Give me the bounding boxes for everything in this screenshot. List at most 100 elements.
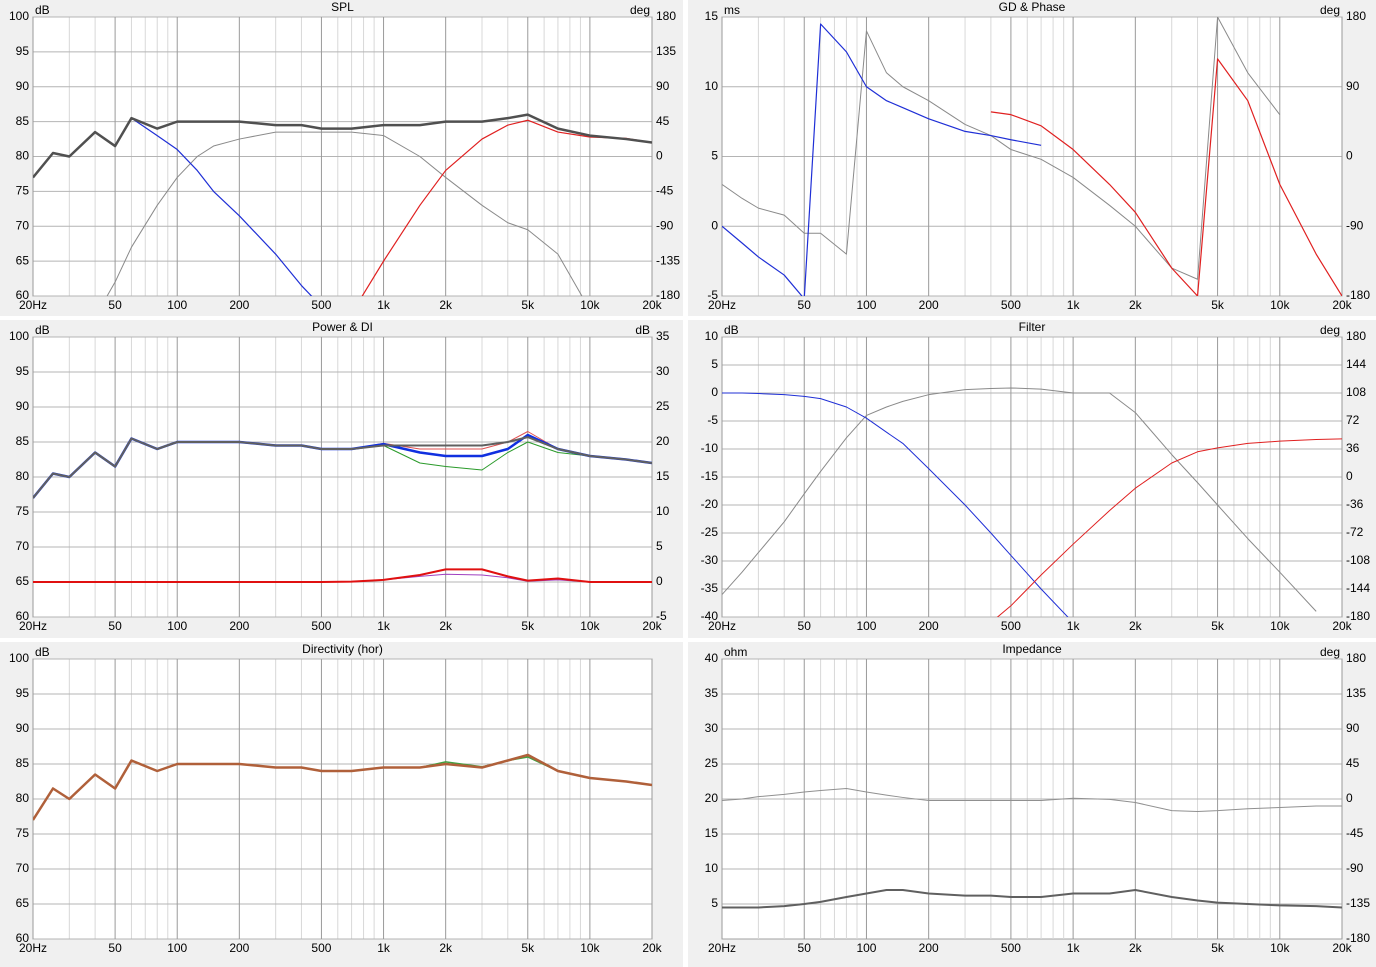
- curve: [722, 23, 1042, 296]
- y2-tick-label: -135: [656, 253, 680, 267]
- curve: [722, 788, 1342, 812]
- y2-tick-label: 180: [656, 9, 676, 23]
- y-tick-label: 90: [16, 399, 30, 413]
- y2-tick-label: 0: [1346, 791, 1353, 805]
- plot-lines: [722, 387, 1342, 617]
- x-tick-label: 20Hz: [19, 298, 47, 312]
- chart-title: Impedance: [1002, 642, 1062, 656]
- x-tick-label: 1k: [377, 298, 391, 312]
- y-tick-label: 70: [16, 861, 30, 875]
- y-tick-label: 0: [711, 385, 718, 399]
- x-tick-label: 100: [167, 298, 187, 312]
- y2-tick-label: 180: [1346, 329, 1366, 343]
- x-tick-label: 50: [108, 298, 122, 312]
- y-tick-label: -30: [701, 553, 719, 567]
- x-tick-label: 100: [167, 941, 187, 955]
- x-tick-label: 20k: [642, 941, 662, 955]
- y2-tick-label: 90: [1346, 79, 1360, 93]
- y-tick-label: 65: [16, 574, 30, 588]
- x-tick-label: 1k: [377, 941, 391, 955]
- y-tick-label: 15: [705, 9, 719, 23]
- chart-title: Filter: [1019, 320, 1046, 334]
- y2-tick-label: 0: [1346, 469, 1353, 483]
- y2-tick-label: 36: [1346, 441, 1360, 455]
- y-tick-label: -25: [701, 525, 719, 539]
- y2-tick-label: -180: [656, 288, 680, 302]
- x-tick-label: 10k: [1270, 619, 1290, 633]
- y-tick-label: 95: [16, 364, 30, 378]
- curve: [33, 753, 652, 821]
- y2-unit: deg: [1320, 645, 1340, 659]
- y2-tick-label: -135: [1346, 896, 1370, 910]
- x-tick-label: 50: [798, 298, 812, 312]
- x-tick-label: 10k: [1270, 298, 1290, 312]
- y-tick-label: 30: [705, 721, 719, 735]
- x-tick-label: 200: [919, 298, 939, 312]
- y-tick-label: 65: [16, 253, 30, 267]
- y-unit: dB: [35, 645, 50, 659]
- x-tick-label: 5k: [1211, 941, 1225, 955]
- y-tick-label: -20: [701, 497, 719, 511]
- x-tick-label: 20Hz: [708, 941, 736, 955]
- x-tick-label: 50: [108, 619, 122, 633]
- x-tick-label: 2k: [439, 298, 453, 312]
- y-tick-label: 75: [16, 504, 30, 518]
- x-tick-label: 100: [167, 619, 187, 633]
- x-tick-label: 500: [311, 298, 331, 312]
- x-tick-label: 200: [919, 619, 939, 633]
- curve: [990, 58, 1342, 296]
- chart-title: Power & DI: [312, 320, 373, 334]
- y-tick-label: 60: [16, 288, 30, 302]
- x-tick-label: 500: [1001, 298, 1021, 312]
- x-tick-label: 1k: [1067, 298, 1081, 312]
- y2-unit: deg: [1320, 323, 1340, 337]
- y-tick-label: 100: [9, 651, 29, 665]
- y-tick-label: 60: [16, 609, 30, 623]
- chart-title: GD & Phase: [999, 0, 1066, 14]
- curve: [722, 392, 1069, 617]
- y2-unit: deg: [630, 3, 650, 17]
- y2-tick-label: -180: [1346, 931, 1370, 945]
- y-tick-label: 95: [16, 686, 30, 700]
- y-tick-label: 95: [16, 44, 30, 58]
- y2-tick-label: 90: [1346, 721, 1360, 735]
- x-tick-label: 1k: [1067, 941, 1081, 955]
- x-tick-label: 10k: [580, 619, 600, 633]
- y-tick-label: 10: [705, 329, 719, 343]
- curve: [722, 387, 1317, 612]
- x-tick-label: 2k: [1129, 941, 1143, 955]
- x-tick-label: 200: [229, 619, 249, 633]
- x-tick-label: 200: [919, 941, 939, 955]
- x-tick-label: 20Hz: [19, 619, 47, 633]
- y2-tick-label: -144: [1346, 581, 1370, 595]
- x-tick-label: 20Hz: [708, 298, 736, 312]
- y-tick-label: 75: [16, 184, 30, 198]
- y2-tick-label: 135: [1346, 686, 1366, 700]
- x-tick-label: 2k: [439, 941, 453, 955]
- y-unit: dB: [35, 323, 50, 337]
- x-tick-label: 20k: [642, 619, 662, 633]
- curve: [33, 436, 652, 499]
- x-tick-label: 10k: [580, 941, 600, 955]
- plot-lines: [722, 788, 1342, 909]
- x-tick-label: 200: [229, 298, 249, 312]
- y2-tick-label: 30: [656, 364, 670, 378]
- y-tick-label: 15: [705, 826, 719, 840]
- x-tick-label: 10k: [1270, 941, 1290, 955]
- y2-tick-label: 0: [656, 149, 663, 163]
- x-tick-label: 200: [229, 941, 249, 955]
- y-unit: dB: [35, 3, 50, 17]
- y-tick-label: 60: [16, 931, 30, 945]
- y-tick-label: 5: [711, 896, 718, 910]
- x-tick-label: 20k: [1332, 298, 1352, 312]
- x-tick-label: 20Hz: [708, 619, 736, 633]
- y2-tick-label: -5: [656, 609, 667, 623]
- x-tick-label: 100: [856, 619, 876, 633]
- y-tick-label: -15: [701, 469, 719, 483]
- y-tick-label: 5: [711, 357, 718, 371]
- y-unit: ms: [724, 3, 740, 17]
- y2-tick-label: -45: [656, 184, 674, 198]
- curve: [722, 17, 1281, 280]
- y2-tick-label: -180: [1346, 609, 1370, 623]
- y2-tick-label: -90: [1346, 861, 1364, 875]
